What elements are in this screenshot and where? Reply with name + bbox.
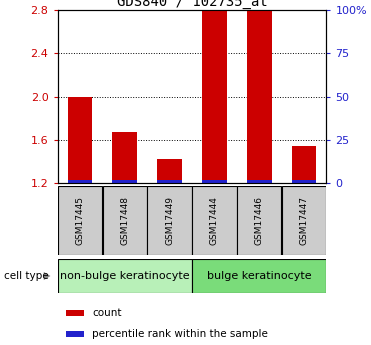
Bar (202, 10, 227, 183)
Polygon shape (44, 272, 50, 280)
Bar (247, 180, 272, 183)
Bar (157, 180, 182, 183)
Bar (112, 132, 137, 183)
Text: GSM17448: GSM17448 (120, 196, 129, 245)
Bar (237, 186, 282, 255)
Text: GSM17449: GSM17449 (165, 196, 174, 245)
Bar (247, 10, 272, 183)
Bar (58, 259, 192, 293)
Bar (157, 159, 182, 183)
Bar (147, 186, 192, 255)
Text: percentile rank within the sample: percentile rank within the sample (92, 329, 268, 339)
Text: cell type: cell type (4, 271, 48, 281)
Text: GSM17447: GSM17447 (299, 196, 309, 245)
Bar (112, 180, 137, 183)
Text: non-bulge keratinocyte: non-bulge keratinocyte (60, 271, 190, 281)
Bar (202, 180, 227, 183)
Text: count: count (92, 308, 122, 318)
Text: GSM17445: GSM17445 (75, 196, 85, 245)
Bar (66, 331, 85, 337)
Title: GDS840 / 102735_at: GDS840 / 102735_at (116, 0, 267, 9)
Bar (68, 180, 92, 183)
Bar (282, 186, 326, 255)
Bar (292, 146, 316, 183)
Text: GSM17444: GSM17444 (210, 196, 219, 245)
Text: GSM17446: GSM17446 (255, 196, 264, 245)
Bar (68, 97, 92, 183)
Bar (102, 186, 147, 255)
Bar (292, 180, 316, 183)
Bar (192, 186, 237, 255)
Bar (192, 259, 326, 293)
Bar (66, 310, 85, 316)
Bar (58, 186, 102, 255)
Text: bulge keratinocyte: bulge keratinocyte (207, 271, 312, 281)
